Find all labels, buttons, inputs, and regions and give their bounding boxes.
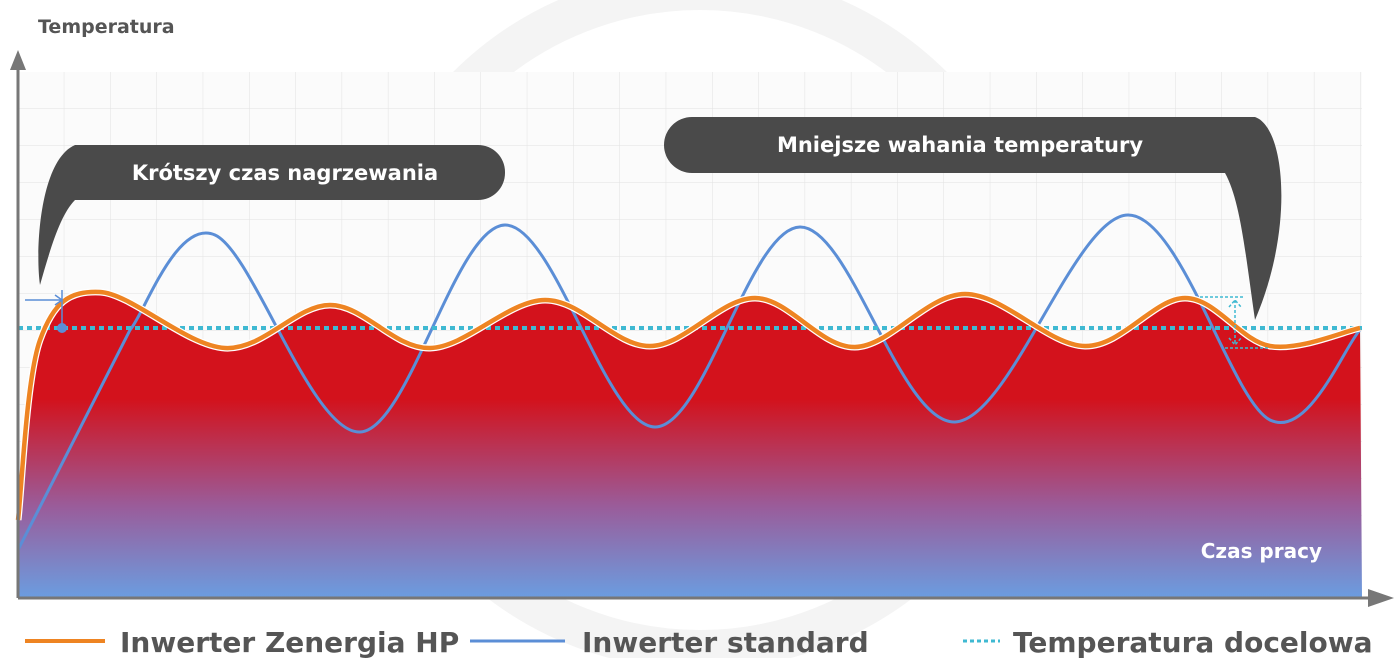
y-arrow	[10, 50, 26, 70]
legend-label: Inwerter standard	[582, 626, 869, 658]
callout-text: Krótszy czas nagrzewania	[132, 161, 438, 185]
callout-bubble	[38, 145, 506, 285]
fluctuation-marker	[1200, 296, 1270, 349]
callout-bubble	[664, 117, 1282, 320]
y-axis-label: Temperatura	[38, 16, 175, 38]
x-axis-label: Czas pracy	[1201, 539, 1322, 563]
zenergia-curve	[15, 289, 1361, 521]
heat-area	[18, 291, 1362, 598]
legend-label: Temperatura docelowa	[1013, 626, 1373, 658]
time-marker	[25, 290, 64, 330]
callout-text: Mniejsze wahania temperatury	[777, 133, 1143, 157]
legend-label: Inwerter Zenergia HP	[120, 626, 459, 658]
standard-curve	[16, 213, 1362, 551]
x-arrow	[1368, 589, 1394, 607]
